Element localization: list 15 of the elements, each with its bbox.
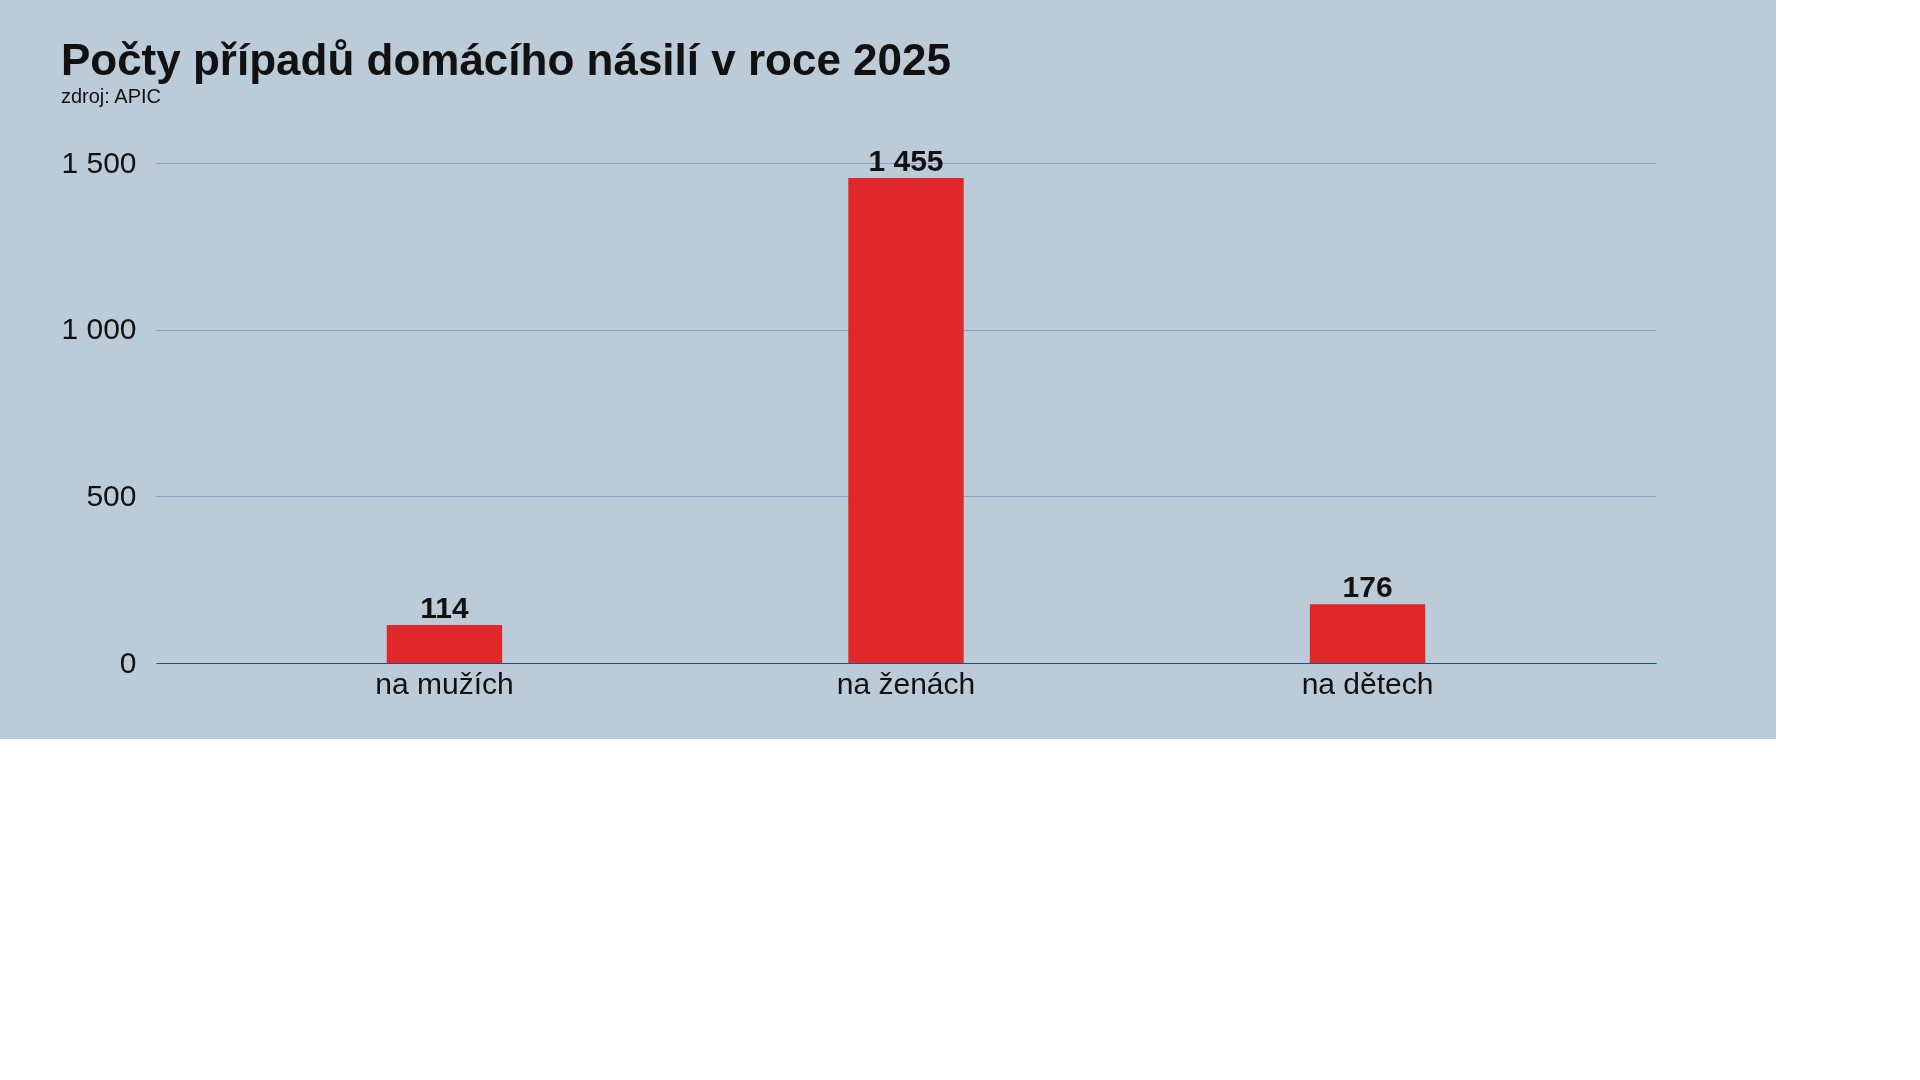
data-label: 114 <box>420 591 469 624</box>
bar <box>848 178 964 663</box>
y-tick-label: 0 <box>119 645 137 679</box>
x-tick-label: na dětech <box>1301 666 1434 700</box>
data-label: 176 <box>1342 570 1393 604</box>
bar <box>386 625 503 663</box>
chart-title: Počty případů domácího násilí v roce 2025 <box>60 35 951 84</box>
text: zdroj: APIC <box>60 85 161 107</box>
x-tick-label: na ženách <box>836 666 976 700</box>
data-label: 1 455 <box>868 144 944 177</box>
y-tick-label: 1 500 <box>61 145 137 179</box>
y-tick-label: 1 000 <box>61 312 137 346</box>
y-tick-label: 500 <box>86 478 137 512</box>
bar <box>1309 604 1426 663</box>
x-tick-label: na mužích <box>375 666 514 700</box>
